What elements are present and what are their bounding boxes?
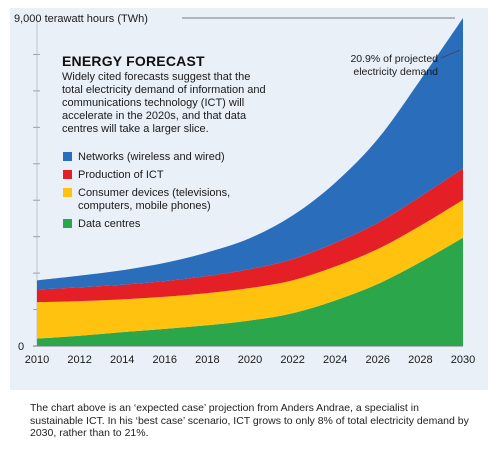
chart-subtitle-line: centres will take a larger slice. [62,123,209,135]
chart-subtitle-line: communications technology (ICT) will [62,97,244,109]
x-tick-label: 2024 [323,354,347,366]
chart-subtitle-line: total electricity demand of information … [62,84,266,96]
x-tick-label: 2022 [280,354,304,366]
chart-footnote: The chart above is an ‘expected case’ pr… [30,402,469,439]
annotation-leader-line [440,49,461,59]
legend-label: computers, mobile phones) [78,200,211,212]
legend-label: Networks (wireless and wired) [78,151,225,163]
x-tick-label: 2014 [110,354,134,366]
area-consumer-devices-televisions-computers-mobile-phones [37,199,463,339]
x-tick-label: 2010 [25,354,49,366]
x-tick-label: 2028 [408,354,432,366]
area-production-of-ict [37,168,463,303]
x-tick-label: 2020 [238,354,262,366]
x-tick-label: 2018 [195,354,219,366]
annotation-text: electricity demand [353,66,438,78]
legend-swatch [63,170,72,179]
x-tick-label: 2012 [67,354,91,366]
area-data-centres [37,237,463,346]
legend-swatch [63,219,72,228]
annotation-text: 20.9% of projected [350,53,438,65]
chart-subtitle-line: accelerate in the 2020s, and that data [62,110,247,122]
chart-subtitle-line: Widely cited forecasts suggest that the [62,71,250,83]
chart-title: ENERGY FORECAST [62,53,205,69]
legend-label: Data centres [78,218,141,230]
legend-swatch [63,152,72,161]
legend-label: Consumer devices (televisions, [78,187,230,199]
legend-swatch [63,188,72,197]
area-networks-wireless-and-wired [37,18,463,290]
x-tick-label: 2016 [153,354,177,366]
x-tick-label: 2026 [366,354,390,366]
legend-label: Production of ICT [78,169,164,181]
x-tick-label: 2030 [451,354,475,366]
y-zero-label: 0 [18,341,24,353]
y-max-label: 9,000 terawatt hours (TWh) [14,13,148,25]
